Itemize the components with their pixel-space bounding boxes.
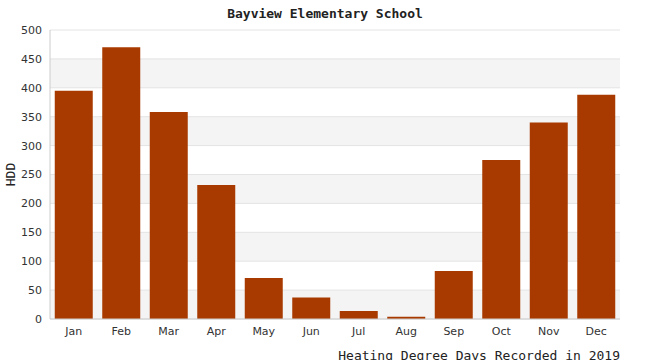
svg-text:500: 500 <box>21 24 42 37</box>
svg-text:Nov: Nov <box>538 325 560 338</box>
svg-text:May: May <box>252 325 275 338</box>
svg-text:400: 400 <box>21 82 42 95</box>
svg-text:100: 100 <box>21 255 42 268</box>
svg-text:HDD: HDD <box>8 163 18 187</box>
svg-text:Apr: Apr <box>207 325 227 338</box>
svg-text:50: 50 <box>28 284 42 297</box>
svg-text:Aug: Aug <box>396 325 417 338</box>
svg-text:Jun: Jun <box>302 325 320 338</box>
svg-text:Sep: Sep <box>443 325 464 338</box>
svg-text:200: 200 <box>21 197 42 210</box>
svg-text:350: 350 <box>21 111 42 124</box>
html-text:Bayview Elementary School: Bayview Elementary School <box>227 6 423 21</box>
svg-text:Jan: Jan <box>64 325 82 338</box>
svg-text:Dec: Dec <box>586 325 607 338</box>
svg-text:0: 0 <box>35 313 42 326</box>
svg-text:Feb: Feb <box>112 325 131 338</box>
svg-text:Jul: Jul <box>351 325 365 338</box>
svg-text:450: 450 <box>21 53 42 66</box>
svg-text:150: 150 <box>21 226 42 239</box>
svg-text:Oct: Oct <box>492 325 512 338</box>
svg-text:300: 300 <box>21 140 42 153</box>
svg-text:Heating Degree Days Recorded i: Heating Degree Days Recorded in 2019 <box>338 348 620 360</box>
svg-text:250: 250 <box>21 168 42 181</box>
svg-text:Mar: Mar <box>158 325 179 338</box>
